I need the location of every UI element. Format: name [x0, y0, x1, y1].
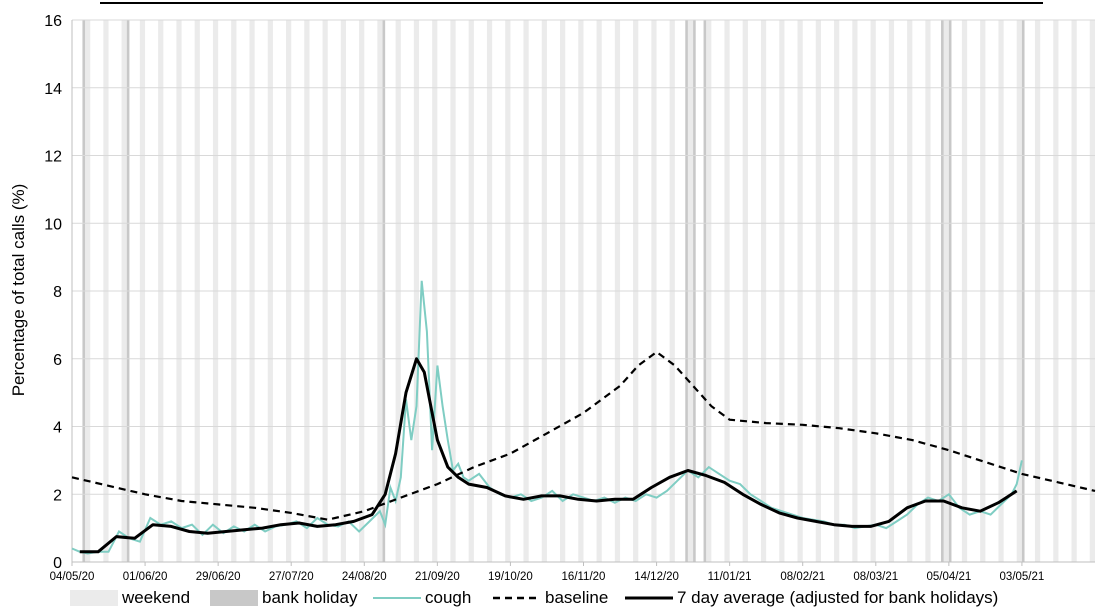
x-tick-label: 01/06/20 — [123, 571, 168, 583]
legend-label-weekend: weekend — [121, 588, 190, 607]
legend-label-avg: 7 day average (adjusted for bank holiday… — [677, 588, 998, 607]
x-tick-label: 14/12/20 — [634, 571, 679, 583]
x-tick-label: 27/07/20 — [269, 571, 314, 583]
legend-label-baseline: baseline — [545, 588, 608, 607]
x-tick-label: 04/05/20 — [50, 571, 95, 583]
y-tick-label: 2 — [53, 487, 62, 504]
x-tick-label: 16/11/20 — [562, 571, 606, 583]
legend-label-cough: cough — [425, 588, 471, 607]
gridlines — [72, 19, 1095, 495]
y-tick-label: 4 — [53, 420, 62, 437]
y-tick-labels: 0 2 4 6 8 10 12 14 16 — [44, 13, 62, 572]
y-tick-label: 14 — [44, 81, 62, 98]
x-tick-label: 29/06/20 — [196, 571, 241, 583]
x-tick-label: 08/02/21 — [780, 571, 825, 583]
y-tick-label: 0 — [53, 555, 62, 572]
y-tick-label: 16 — [44, 13, 62, 30]
x-tick-label: 05/04/21 — [926, 571, 971, 583]
x-tick-label: 03/05/21 — [1000, 571, 1045, 583]
legend: weekend bank holiday cough baseline 7 day av… — [70, 588, 998, 607]
legend-label-bank-holiday: bank holiday — [262, 588, 358, 607]
y-tick-label: 8 — [53, 284, 62, 301]
y-tick-label: 10 — [44, 216, 62, 233]
x-tick-labels: 04/05/20 01/06/20 29/06/20 27/07/20 24/08/20… — [50, 562, 1045, 583]
legend-swatch-weekend — [70, 590, 118, 606]
x-tick-label: 11/01/21 — [708, 571, 752, 583]
x-tick-label: 24/08/20 — [342, 571, 387, 583]
y-axis-label: Percentage of total calls (%) — [9, 184, 28, 397]
legend-swatch-bank-holiday — [210, 590, 258, 606]
x-tick-label: 19/10/20 — [488, 571, 533, 583]
y-tick-label: 12 — [44, 149, 62, 166]
x-tick-label: 08/03/21 — [853, 571, 898, 583]
series-line-7 — [79, 357, 1018, 554]
series-group — [71, 280, 1096, 555]
x-tick-label: 21/09/20 — [415, 571, 460, 583]
y-tick-label: 6 — [53, 352, 62, 369]
